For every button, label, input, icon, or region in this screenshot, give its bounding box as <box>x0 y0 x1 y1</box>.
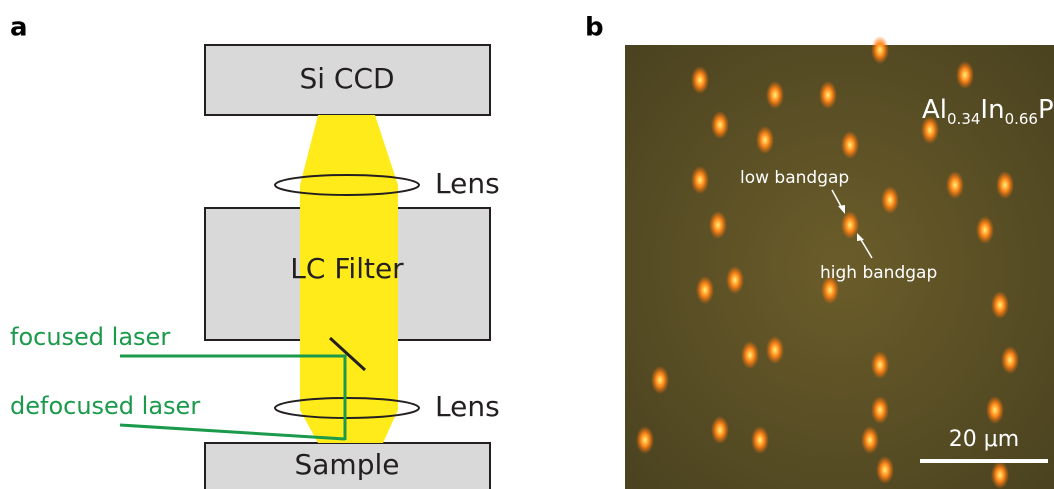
emitter <box>819 81 837 109</box>
lens-label: Lens <box>435 167 500 200</box>
emitter <box>636 426 654 454</box>
emitter <box>766 336 784 364</box>
panel-label: b <box>585 13 604 43</box>
emitter <box>741 341 759 369</box>
lens-label: Lens <box>435 390 500 423</box>
emitter <box>651 366 669 394</box>
scale-label: 20 μm <box>949 427 1019 452</box>
box-label: LC Filter <box>290 252 404 285</box>
annotation: high bandgap <box>820 263 937 283</box>
emitter <box>996 171 1014 199</box>
emitter <box>841 131 859 159</box>
emitter <box>871 36 889 64</box>
emitter <box>871 396 889 424</box>
figure: a Si CCD LC Filter Sample Lens Lens focu… <box>0 0 1054 489</box>
emitter <box>976 216 994 244</box>
emitter <box>991 461 1009 489</box>
emitter <box>691 166 709 194</box>
emitter <box>726 266 744 294</box>
emitter <box>751 426 769 454</box>
emitter <box>709 211 727 239</box>
box-label: Sample <box>295 448 400 481</box>
laser-label: defocused laser <box>10 392 200 420</box>
annotation: low bandgap <box>740 168 849 188</box>
emitter <box>861 426 879 454</box>
emitter <box>871 351 889 379</box>
emitter <box>956 61 974 89</box>
laser-label: focused laser <box>10 323 170 351</box>
emitter <box>711 111 729 139</box>
emitter <box>1001 346 1019 374</box>
panel-label: a <box>10 13 28 43</box>
emitter <box>876 456 894 484</box>
emitter <box>766 81 784 109</box>
emitter <box>991 291 1009 319</box>
emitter <box>756 126 774 154</box>
emitter <box>696 276 714 304</box>
emitter <box>711 416 729 444</box>
emitter <box>691 66 709 94</box>
box-label: Si CCD <box>299 62 394 95</box>
emitter <box>986 396 1004 424</box>
emitter <box>881 186 899 214</box>
emitter <box>841 211 859 239</box>
emitter <box>946 171 964 199</box>
